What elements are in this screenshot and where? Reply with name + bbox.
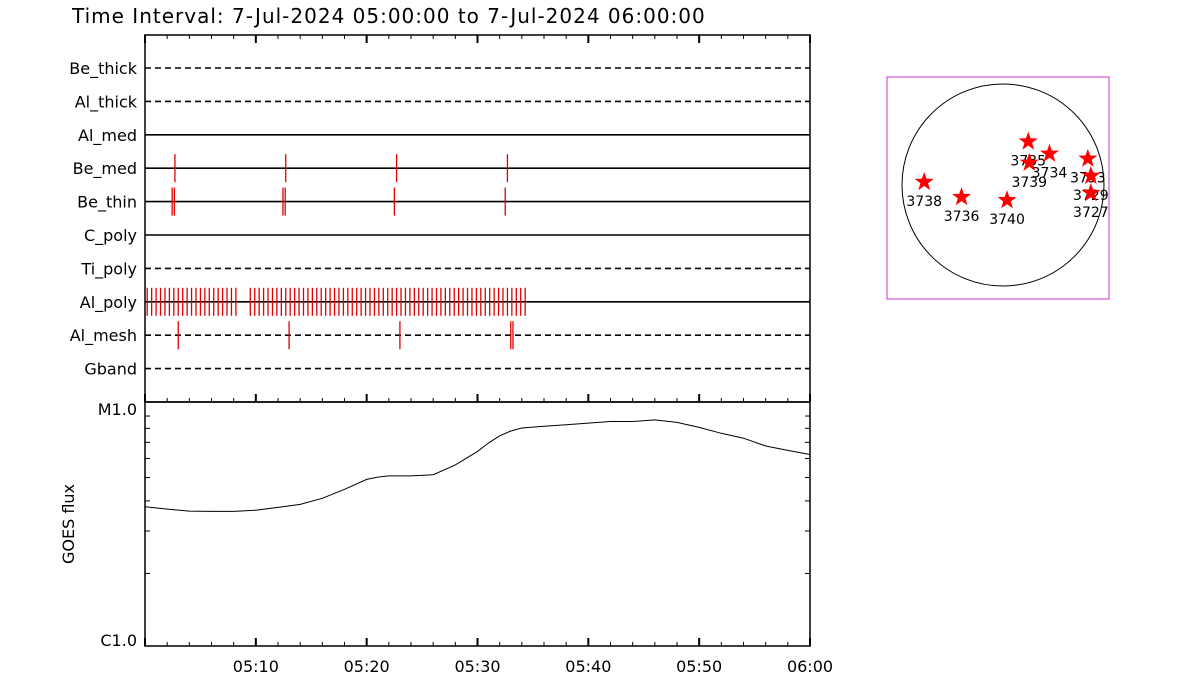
active-region-label: 3727 [1073, 205, 1109, 221]
time-interval-title: Time Interval: 7-Jul-2024 05:00:00 to 7-… [71, 4, 706, 28]
timeline-frame [144, 34, 811, 403]
y-tick-label: M1.0 [98, 400, 137, 419]
active-region-star-3727 [1081, 183, 1101, 202]
x-tick-label: 05:20 [344, 657, 390, 676]
filter-label-be_med: Be_med [73, 159, 137, 179]
active-region-star-3738 [914, 172, 934, 191]
filter-label-al_med: Al_med [78, 126, 137, 146]
filter-label-be_thin: Be_thin [77, 193, 137, 213]
active-region-label: 3734 [1032, 166, 1068, 182]
filter-label-al_mesh: Al_mesh [70, 326, 137, 346]
y-tick-label: C1.0 [100, 631, 137, 650]
active-region-label: 3736 [944, 209, 980, 225]
goes-flux-curve [144, 419, 811, 512]
x-tick-label: 05:10 [233, 657, 279, 676]
active-region-star-3734 [1039, 143, 1059, 162]
filter-label-c_poly: C_poly [84, 226, 137, 246]
filter-label-be_thick: Be_thick [69, 59, 137, 79]
filter-label-al_thick: Al_thick [75, 92, 138, 112]
active-region-star-3733 [1078, 148, 1098, 167]
x-tick-label: 05:40 [565, 657, 611, 676]
active-region-star-3735 [1018, 131, 1038, 150]
disk-frame [886, 76, 1110, 300]
active-region-star-3736 [952, 187, 972, 206]
solar-disk-panel: 373837363740373537393734373337293727 [886, 76, 1110, 300]
x-tick-label: 05:50 [676, 657, 722, 676]
filter-label-gband: Gband [84, 360, 137, 379]
goes-y-axis-label: GOES flux [59, 484, 78, 564]
filter-timeline-panel: Be_thick Al_thick Al_med Be_med Be_thin C_pol… [69, 34, 811, 403]
active-region-star-3729 [1081, 165, 1101, 184]
solar-disk-limb [901, 83, 1105, 287]
x-tick-label: 06:00 [787, 657, 833, 676]
goes-frame [144, 401, 811, 647]
filter-label-al_poly: Al_poly [80, 293, 137, 313]
active-region-label: 3739 [1011, 175, 1047, 191]
goes-flux-panel: 05:10 05:20 05:30 05:40 05:50 06:00 M1.0 C1.0 G… [59, 400, 833, 676]
active-region-label: 3740 [989, 212, 1025, 228]
x-tick-label: 05:30 [454, 657, 500, 676]
filter-label-ti_poly: Ti_poly [80, 259, 137, 279]
active-region-label: 3738 [906, 194, 942, 210]
active-region-star-3739 [1019, 152, 1039, 171]
active-region-star-3740 [997, 190, 1017, 209]
